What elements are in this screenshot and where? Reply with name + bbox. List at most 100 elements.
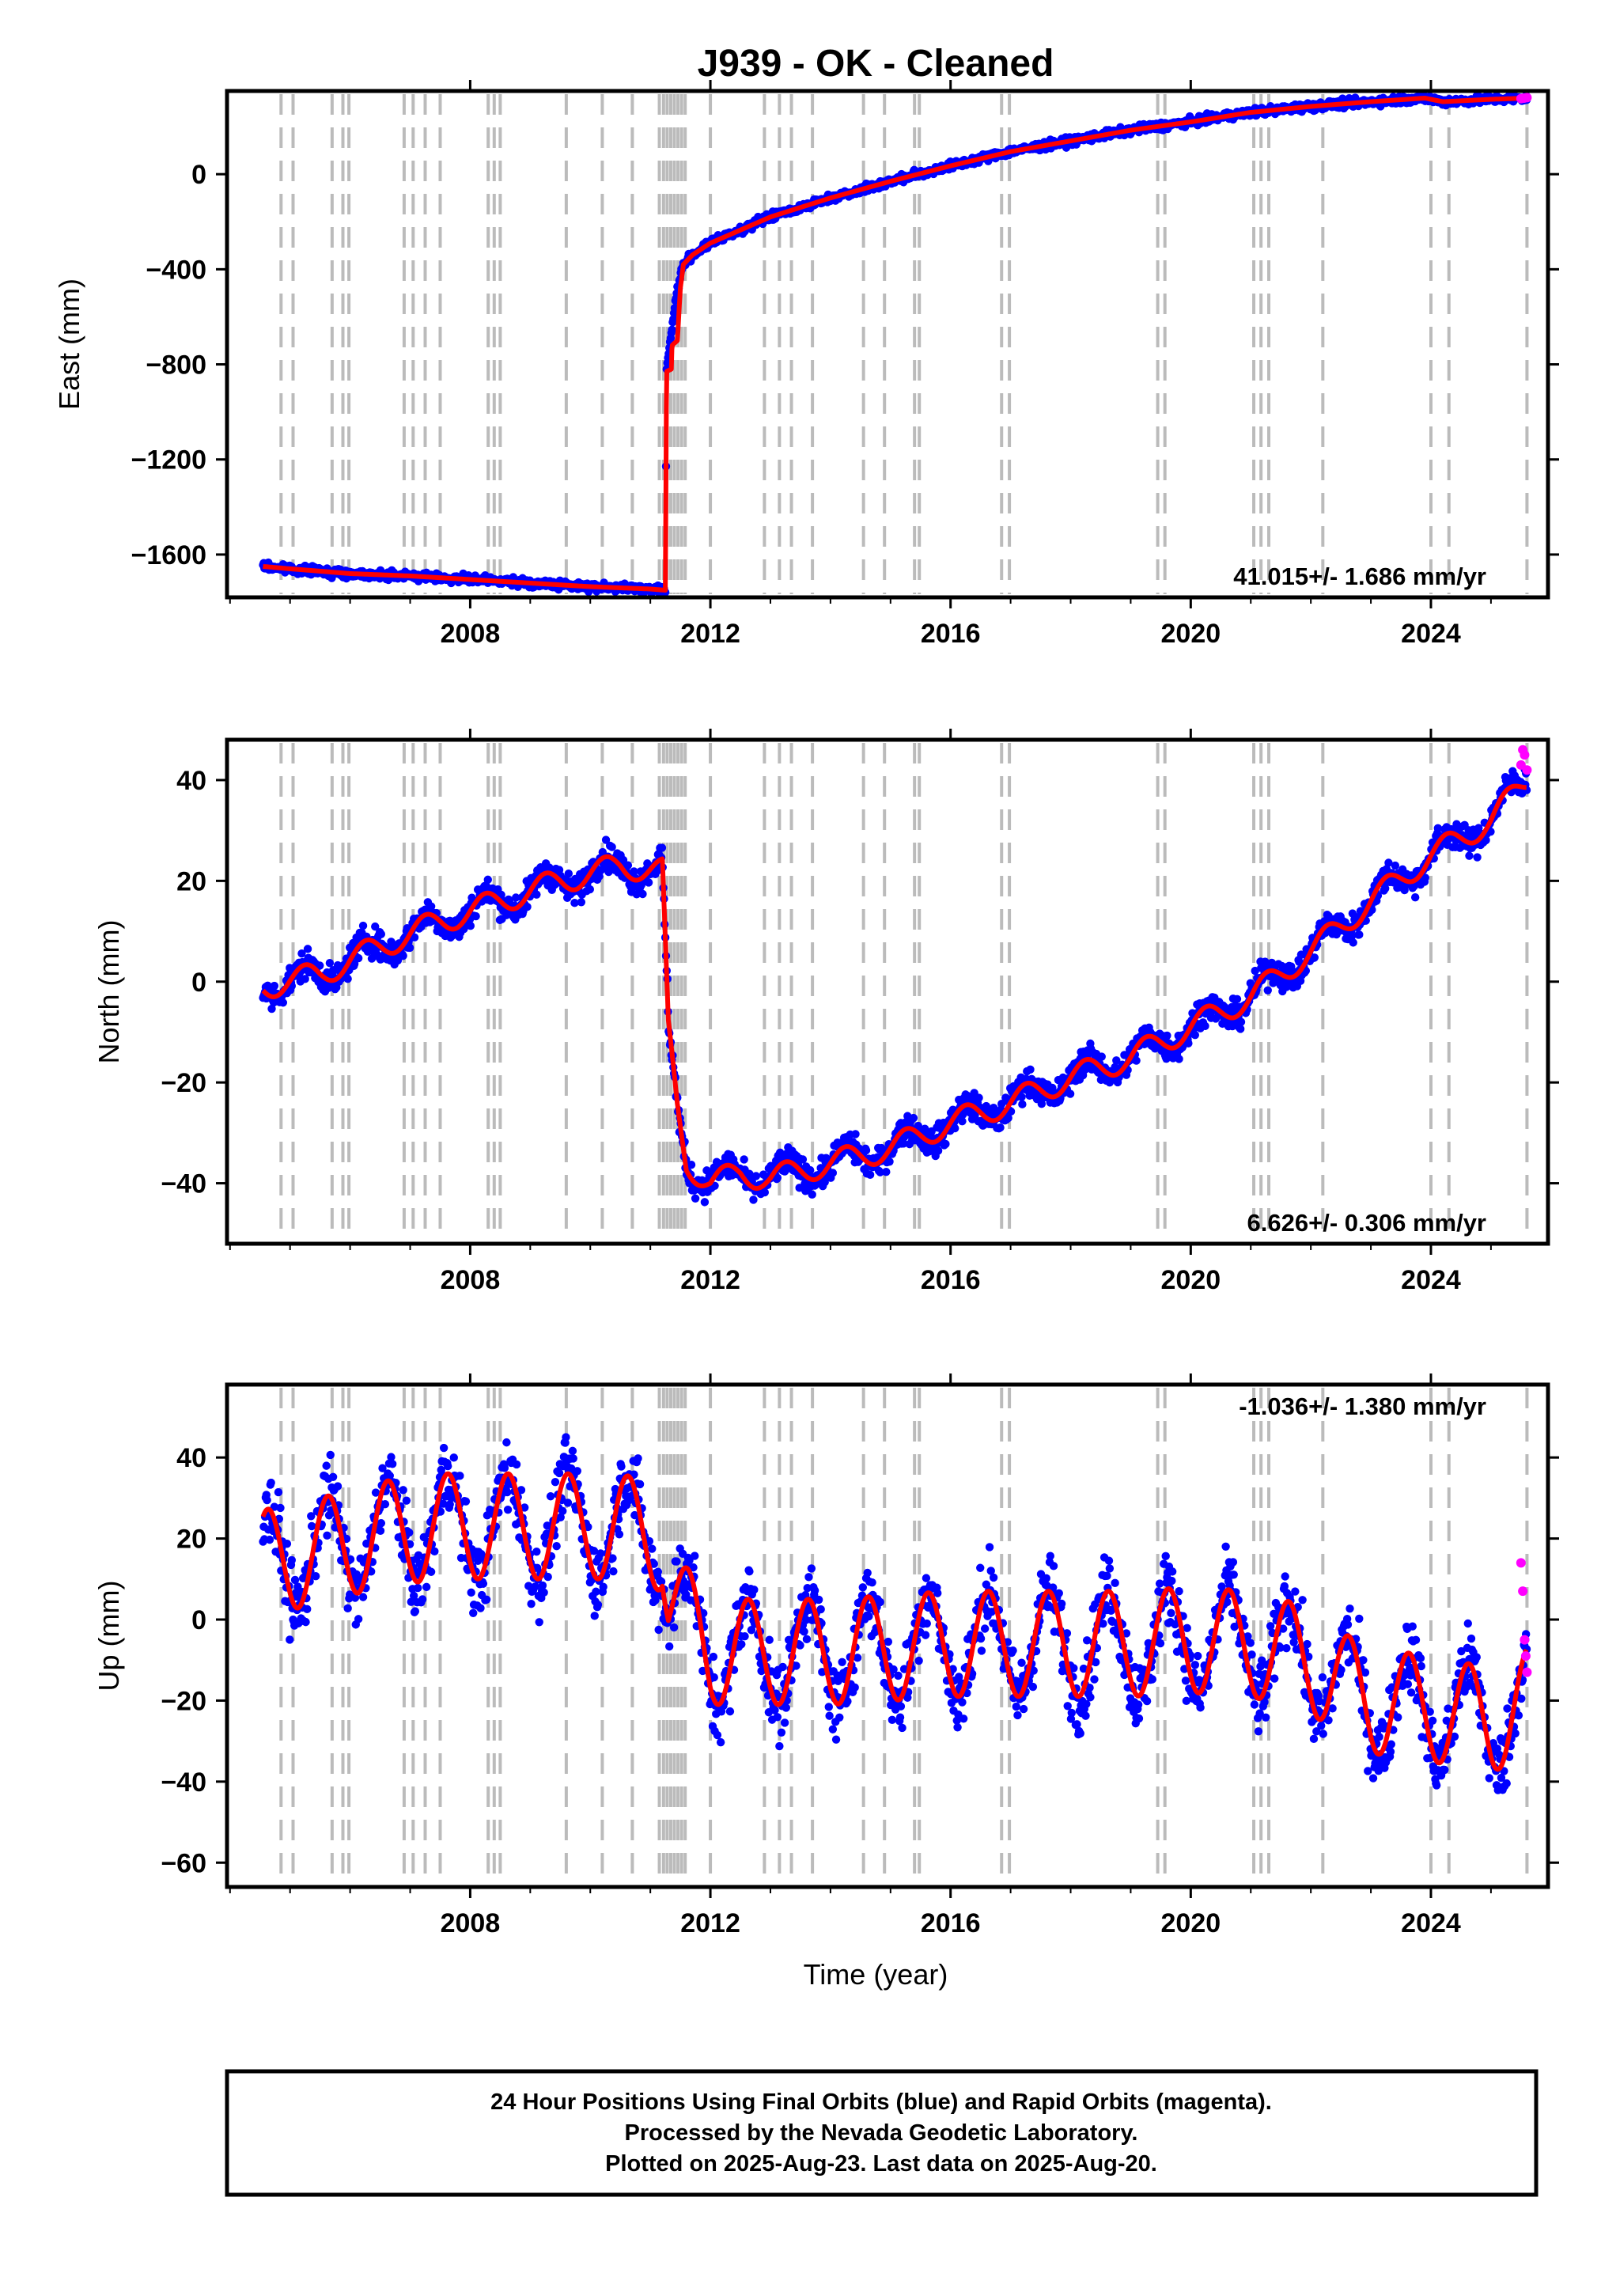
data-point	[687, 1161, 696, 1169]
data-point	[773, 1713, 782, 1722]
data-point	[810, 1586, 819, 1595]
data-point	[278, 998, 288, 1007]
data-point	[780, 1718, 789, 1727]
data-point	[590, 1612, 599, 1620]
y-tick-label: 20	[176, 866, 206, 896]
rate-label: 6.626+/- 0.306 mm/yr	[1247, 1209, 1486, 1237]
data-point	[668, 325, 676, 335]
data-point	[800, 1627, 808, 1636]
data-point	[1026, 1065, 1035, 1074]
data-point	[569, 1454, 577, 1463]
data-point	[1065, 1089, 1075, 1098]
data-point	[328, 1472, 338, 1481]
data-point	[287, 1555, 297, 1565]
data-point	[502, 1438, 511, 1447]
data-point	[270, 981, 279, 991]
data-point	[399, 951, 407, 960]
data-point	[950, 1123, 959, 1133]
data-point	[838, 1658, 846, 1666]
data-point	[1163, 1031, 1171, 1040]
data-point	[941, 1139, 950, 1149]
data-point	[1473, 853, 1482, 862]
data-point	[672, 1557, 681, 1566]
x-tick-label: 2012	[680, 619, 740, 649]
data-point	[333, 1482, 343, 1491]
data-point	[607, 843, 616, 851]
y-axis-label: East (mm)	[53, 278, 85, 410]
data-point	[593, 1601, 603, 1609]
data-point	[265, 1535, 274, 1544]
data-point	[483, 875, 492, 885]
data-point	[876, 1597, 884, 1607]
data-point	[828, 1169, 838, 1177]
data-point	[325, 959, 335, 968]
data-point	[896, 1702, 906, 1711]
data-point	[456, 1472, 464, 1480]
data-point	[745, 1567, 754, 1576]
data-point	[471, 911, 480, 921]
y-tick-label: 40	[176, 766, 206, 796]
data-point	[653, 1567, 663, 1576]
x-tick-label: 2020	[1161, 619, 1221, 649]
model-fit-line	[261, 96, 1529, 593]
data-point	[405, 1528, 414, 1537]
data-point	[358, 921, 368, 930]
data-point	[426, 1567, 436, 1576]
data-point	[895, 1713, 905, 1722]
data-point	[532, 890, 541, 899]
y-tick-label: −20	[161, 1068, 206, 1098]
data-point	[388, 1460, 397, 1468]
data-point	[808, 1190, 816, 1199]
rapid-data-point	[1520, 750, 1530, 760]
y-tick-label: −40	[161, 1169, 206, 1199]
data-point	[482, 1595, 491, 1604]
data-point	[418, 1595, 427, 1604]
data-point	[376, 1526, 385, 1536]
data-point	[865, 1612, 873, 1621]
data-point	[835, 1713, 844, 1722]
data-point	[422, 1582, 431, 1592]
data-point	[861, 1146, 871, 1155]
data-point	[778, 1662, 787, 1672]
data-point	[467, 1588, 475, 1597]
data-point	[552, 1542, 561, 1551]
data-point	[354, 1615, 363, 1623]
data-point	[750, 1586, 759, 1594]
data-point	[1201, 1021, 1209, 1031]
data-point	[500, 1464, 509, 1472]
data-point	[635, 1480, 645, 1489]
data-point	[577, 898, 586, 907]
y-tick-label: −1600	[131, 540, 207, 570]
data-point	[387, 1453, 396, 1461]
data-point	[380, 1499, 390, 1509]
data-point	[725, 1707, 735, 1716]
data-point	[648, 1544, 657, 1553]
data-point	[1263, 986, 1272, 995]
data-point	[638, 889, 647, 899]
data-point	[322, 1461, 331, 1470]
data-point	[1175, 1055, 1183, 1063]
data-point	[443, 1461, 452, 1471]
data-point	[831, 1735, 841, 1744]
data-point	[634, 1454, 642, 1463]
data-point	[1410, 892, 1420, 902]
data-point	[377, 930, 386, 938]
data-point	[1236, 1017, 1246, 1026]
data-point	[323, 1531, 331, 1540]
data-point	[1190, 1030, 1200, 1040]
data-point	[461, 1497, 471, 1506]
data-point	[609, 1567, 618, 1576]
y-tick-label: −1200	[131, 445, 207, 475]
data-point	[527, 1600, 536, 1608]
rate-label: 41.015+/- 1.686 mm/yr	[1233, 563, 1486, 590]
data-point	[1018, 1100, 1027, 1108]
data-point	[377, 1519, 386, 1528]
data-point	[882, 1168, 891, 1176]
data-point	[538, 1581, 547, 1590]
data-point	[307, 1521, 316, 1531]
data-point	[476, 1604, 485, 1612]
data-point	[802, 1635, 812, 1644]
data-point	[1349, 938, 1357, 947]
data-point	[1391, 861, 1400, 870]
